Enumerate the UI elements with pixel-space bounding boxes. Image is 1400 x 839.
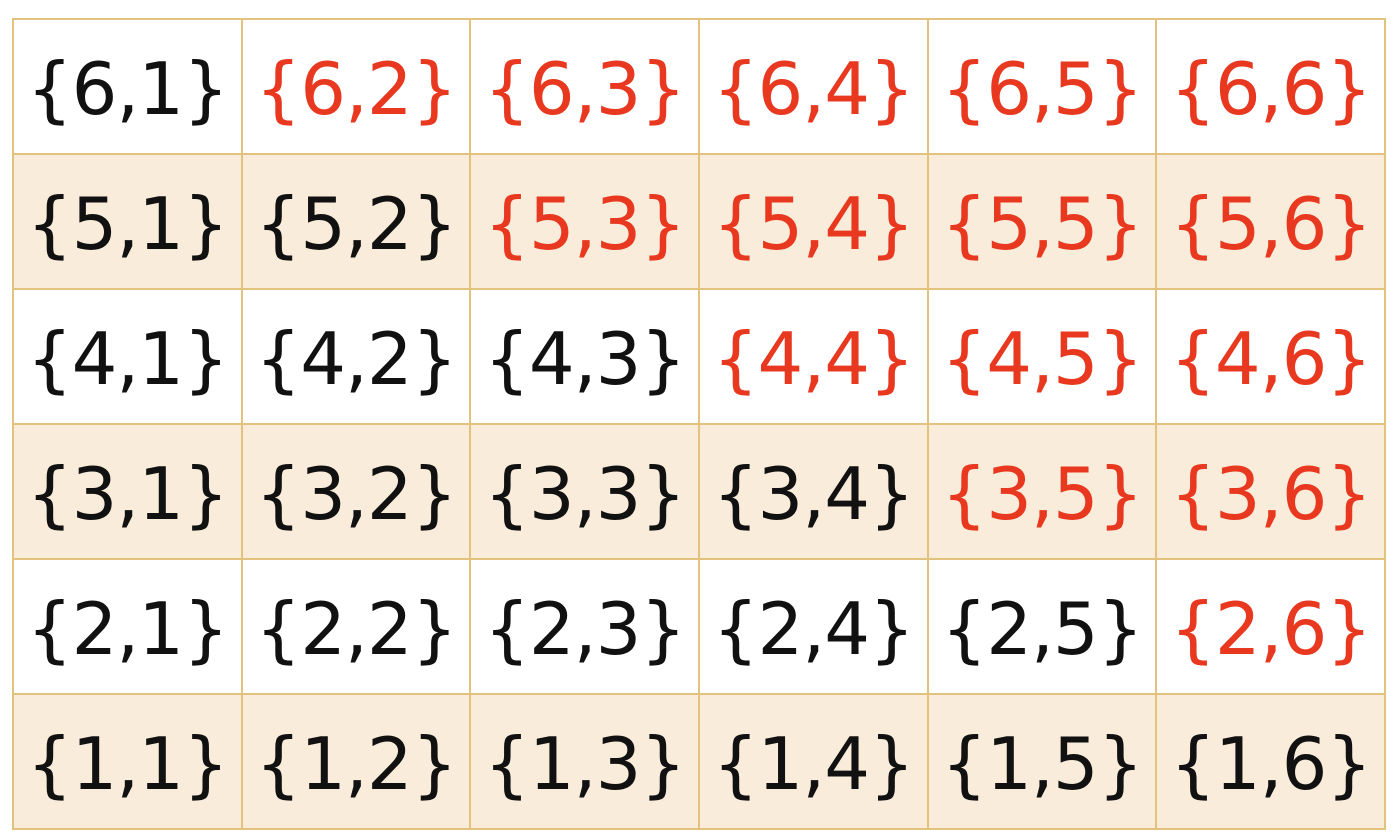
outcome-label: {4,5} (941, 316, 1143, 401)
outcome-cell: {3,6} (1155, 423, 1386, 560)
outcomes-table: {6,1} {6,2} {6,3} {6,4} {6,5} {6,6} {5,1} {5,2}… (12, 18, 1386, 830)
outcome-label: {6,2} (255, 46, 457, 131)
outcome-cell: {6,2} (240, 18, 472, 155)
outcome-label: {1,4} (712, 721, 915, 806)
outcome-label: {2,2} (255, 586, 457, 671)
outcome-label: {5,2} (255, 181, 457, 266)
outcome-cell: {1,1} (12, 693, 243, 830)
outcome-cell: {5,2} (240, 153, 472, 290)
outcome-cell: {2,1} (12, 558, 243, 695)
outcome-cell: {4,6} (1155, 288, 1386, 425)
outcome-cell: {3,3} (469, 423, 700, 560)
outcome-cell: {3,2} (240, 423, 472, 560)
outcome-cell: {5,1} (12, 153, 243, 290)
outcome-label: {5,4} (712, 181, 915, 266)
outcome-cell: {3,4} (697, 423, 929, 560)
outcome-cell: {6,3} (469, 18, 700, 155)
outcome-cell: {6,4} (697, 18, 929, 155)
outcome-cell: {1,2} (240, 693, 472, 830)
outcome-cell: {5,6} (1155, 153, 1386, 290)
outcome-cell: {4,5} (926, 288, 1158, 425)
outcome-cell: {4,3} (469, 288, 700, 425)
outcome-label: {4,6} (1170, 316, 1372, 401)
outcome-label: {1,3} (484, 721, 686, 806)
outcome-label: {2,4} (712, 586, 915, 671)
outcome-cell: {5,5} (926, 153, 1158, 290)
outcome-label: {5,5} (941, 181, 1143, 266)
outcome-cell: {5,4} (697, 153, 929, 290)
outcome-label: {6,1} (26, 46, 229, 131)
outcome-label: {3,3} (484, 451, 686, 536)
table-row: {3,1} {3,2} {3,3} {3,4} {3,5} {3,6} (12, 423, 1386, 560)
outcome-cell: {2,2} (240, 558, 472, 695)
table-row: {2,1} {2,2} {2,3} {2,4} {2,5} {2,6} (12, 558, 1386, 695)
outcome-cell: {2,3} (469, 558, 700, 695)
outcome-label: {6,3} (484, 46, 686, 131)
outcome-label: {3,4} (712, 451, 915, 536)
outcome-label: {5,3} (484, 181, 686, 266)
outcome-cell: {1,6} (1155, 693, 1386, 830)
outcome-label: {6,5} (941, 46, 1143, 131)
outcome-cell: {3,5} (926, 423, 1158, 560)
outcome-label: {3,6} (1170, 451, 1372, 536)
table-row: {1,1} {1,2} {1,3} {1,4} {1,5} {1,6} (12, 693, 1386, 830)
outcome-cell: {1,4} (697, 693, 929, 830)
outcome-cell: {6,5} (926, 18, 1158, 155)
table-row: {4,1} {4,2} {4,3} {4,4} {4,5} {4,6} (12, 288, 1386, 425)
outcome-label: {5,6} (1170, 181, 1372, 266)
outcome-label: {6,4} (712, 46, 915, 131)
outcome-cell: {4,2} (240, 288, 472, 425)
table-row: {6,1} {6,2} {6,3} {6,4} {6,5} {6,6} (12, 18, 1386, 155)
outcome-cell: {3,1} (12, 423, 243, 560)
outcome-label: {2,1} (26, 586, 229, 671)
outcome-label: {4,1} (26, 316, 229, 401)
outcome-label: {4,2} (255, 316, 457, 401)
outcome-cell: {2,6} (1155, 558, 1386, 695)
outcome-label: {1,1} (26, 721, 229, 806)
outcome-cell: {1,5} (926, 693, 1158, 830)
outcome-label: {6,6} (1170, 46, 1372, 131)
outcome-label: {3,5} (941, 451, 1143, 536)
outcomes-grid-container: {6,1} {6,2} {6,3} {6,4} {6,5} {6,6} {5,1} {5,2}… (12, 18, 1386, 830)
table-row: {5,1} {5,2} {5,3} {5,4} {5,5} {5,6} (12, 153, 1386, 290)
outcome-label: {4,4} (712, 316, 915, 401)
outcome-label: {5,1} (26, 181, 229, 266)
outcome-label: {2,3} (484, 586, 686, 671)
outcome-cell: {4,4} (697, 288, 929, 425)
outcome-cell: {1,3} (469, 693, 700, 830)
outcome-cell: {4,1} (12, 288, 243, 425)
outcome-label: {1,5} (941, 721, 1143, 806)
outcome-label: {1,2} (255, 721, 457, 806)
outcome-cell: {6,6} (1155, 18, 1386, 155)
outcome-label: {3,1} (26, 451, 229, 536)
outcome-label: {1,6} (1170, 721, 1372, 806)
outcomes-table-body: {6,1} {6,2} {6,3} {6,4} {6,5} {6,6} {5,1} {5,2}… (12, 18, 1386, 830)
outcome-cell: {2,4} (697, 558, 929, 695)
outcome-label: {2,6} (1170, 586, 1372, 671)
outcome-label: {3,2} (255, 451, 457, 536)
outcome-cell: {2,5} (926, 558, 1158, 695)
outcome-cell: {6,1} (12, 18, 243, 155)
outcome-label: {2,5} (941, 586, 1143, 671)
outcome-cell: {5,3} (469, 153, 700, 290)
outcome-label: {4,3} (484, 316, 686, 401)
